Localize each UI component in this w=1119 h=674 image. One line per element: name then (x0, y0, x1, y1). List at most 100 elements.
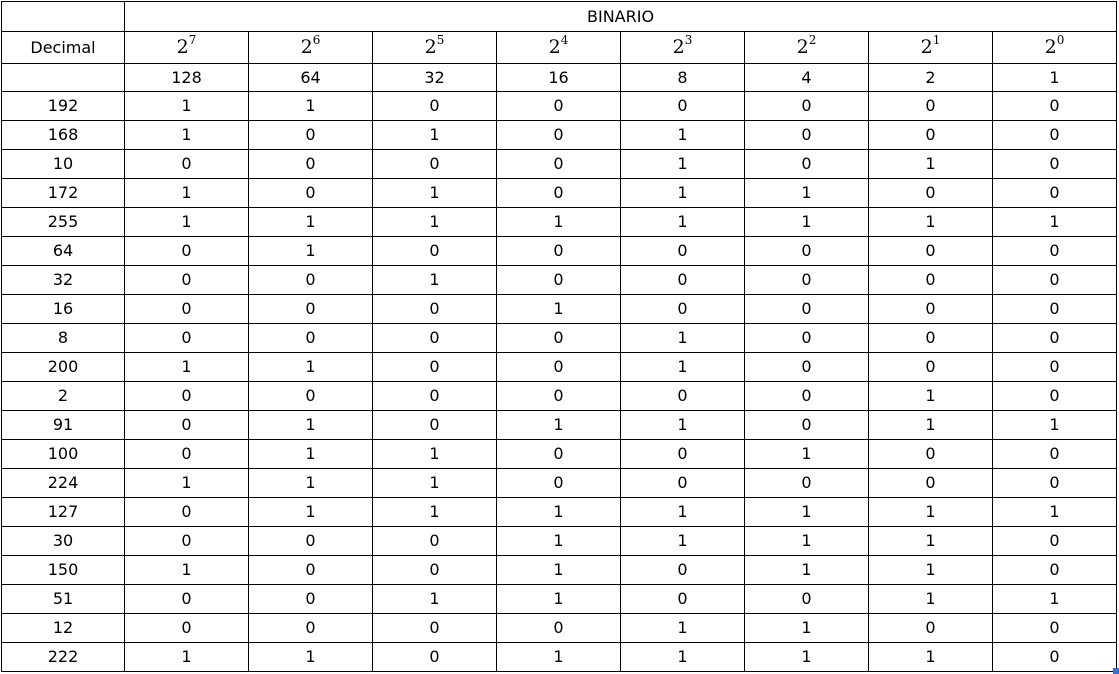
bit-cell[interactable]: 0 (991, 91, 1118, 121)
bit-cell[interactable]: 0 (744, 120, 869, 150)
bit-cell[interactable]: 1 (868, 555, 993, 585)
bit-cell[interactable]: 0 (372, 613, 497, 643)
bit-cell[interactable]: 0 (248, 178, 373, 208)
bit-cell[interactable]: 0 (496, 178, 621, 208)
decimal-value-cell[interactable]: 64 (1, 236, 125, 266)
bit-cell[interactable]: 0 (372, 236, 497, 266)
bit-cell[interactable]: 1 (620, 410, 745, 440)
bit-cell[interactable]: 1 (372, 584, 497, 614)
bit-cell[interactable]: 0 (868, 236, 993, 266)
bit-cell[interactable]: 0 (372, 555, 497, 585)
bit-cell[interactable]: 1 (372, 120, 497, 150)
bit-cell[interactable]: 1 (248, 91, 373, 121)
bit-cell[interactable]: 0 (124, 265, 249, 295)
bit-cell[interactable]: 0 (496, 613, 621, 643)
bit-cell[interactable]: 0 (744, 265, 869, 295)
bit-cell[interactable]: 0 (991, 149, 1118, 179)
decimal-value-cell[interactable]: 8 (1, 323, 125, 353)
bit-cell[interactable]: 0 (124, 149, 249, 179)
bit-cell[interactable]: 1 (496, 410, 621, 440)
bit-cell[interactable]: 0 (744, 294, 869, 324)
bit-cell[interactable]: 0 (744, 352, 869, 382)
bit-cell[interactable]: 1 (496, 207, 621, 237)
bit-cell[interactable]: 1 (372, 497, 497, 527)
decimal-value-cell[interactable]: 30 (1, 526, 125, 556)
bit-cell[interactable]: 0 (372, 352, 497, 382)
bit-cell[interactable]: 1 (868, 526, 993, 556)
bit-cell[interactable]: 1 (248, 410, 373, 440)
bit-cell[interactable]: 0 (248, 294, 373, 324)
bit-cell[interactable]: 0 (620, 381, 745, 411)
bit-cell[interactable]: 0 (496, 120, 621, 150)
bit-cell[interactable]: 0 (372, 91, 497, 121)
decimal-value-cell[interactable]: 12 (1, 613, 125, 643)
power-header-cell[interactable]: 21 (868, 31, 993, 64)
bit-cell[interactable]: 1 (744, 613, 869, 643)
bit-cell[interactable]: 0 (744, 149, 869, 179)
bit-cell[interactable]: 0 (248, 526, 373, 556)
bit-cell[interactable]: 1 (620, 120, 745, 150)
bit-cell[interactable]: 1 (620, 149, 745, 179)
bit-cell[interactable]: 1 (620, 642, 745, 672)
decimal-value-cell[interactable]: 222 (1, 642, 125, 672)
bit-cell[interactable]: 0 (991, 323, 1118, 353)
bit-cell[interactable]: 0 (868, 439, 993, 469)
power-header-cell[interactable]: 20 (991, 31, 1118, 64)
bit-cell[interactable]: 0 (991, 613, 1118, 643)
bit-cell[interactable]: 1 (248, 236, 373, 266)
bit-cell[interactable]: 0 (868, 265, 993, 295)
bit-cell[interactable]: 0 (496, 439, 621, 469)
bit-cell[interactable]: 0 (991, 526, 1118, 556)
bit-cell[interactable]: 1 (248, 468, 373, 498)
bit-cell[interactable]: 0 (124, 526, 249, 556)
bit-cell[interactable]: 1 (124, 91, 249, 121)
bit-cell[interactable]: 0 (868, 178, 993, 208)
decimal-header-cell[interactable]: Decimal (1, 31, 125, 64)
bit-cell[interactable]: 1 (248, 352, 373, 382)
decimal-value-cell[interactable]: 200 (1, 352, 125, 382)
bit-cell[interactable]: 1 (744, 642, 869, 672)
bit-cell[interactable]: 1 (496, 584, 621, 614)
bit-cell[interactable]: 0 (620, 236, 745, 266)
bit-cell[interactable]: 0 (744, 381, 869, 411)
bit-cell[interactable]: 0 (248, 613, 373, 643)
bit-cell[interactable]: 0 (124, 410, 249, 440)
bit-cell[interactable]: 1 (868, 584, 993, 614)
bit-cell[interactable]: 0 (868, 613, 993, 643)
bit-cell[interactable]: 0 (620, 294, 745, 324)
bit-cell[interactable]: 1 (124, 352, 249, 382)
power-header-cell[interactable]: 27 (124, 31, 249, 64)
decimal-value-cell[interactable]: 10 (1, 149, 125, 179)
bit-cell[interactable]: 0 (620, 91, 745, 121)
bit-cell[interactable]: 0 (868, 352, 993, 382)
bit-cell[interactable]: 0 (620, 584, 745, 614)
bit-cell[interactable]: 0 (496, 468, 621, 498)
bit-cell[interactable]: 0 (620, 468, 745, 498)
bit-cell[interactable]: 0 (372, 323, 497, 353)
bit-cell[interactable]: 0 (248, 584, 373, 614)
bit-cell[interactable]: 0 (868, 323, 993, 353)
bit-cell[interactable]: 0 (496, 265, 621, 295)
weight-cell[interactable]: 64 (248, 63, 373, 92)
bit-cell[interactable]: 0 (248, 381, 373, 411)
decimal-value-cell[interactable]: 150 (1, 555, 125, 585)
bit-cell[interactable]: 0 (124, 294, 249, 324)
power-header-cell[interactable]: 23 (620, 31, 745, 64)
bit-cell[interactable]: 0 (248, 323, 373, 353)
bit-cell[interactable]: 0 (124, 497, 249, 527)
bit-cell[interactable]: 0 (124, 323, 249, 353)
bit-cell[interactable]: 0 (744, 468, 869, 498)
decimal-value-cell[interactable]: 51 (1, 584, 125, 614)
bit-cell[interactable]: 1 (744, 526, 869, 556)
bit-cell[interactable]: 0 (991, 468, 1118, 498)
bit-cell[interactable]: 0 (868, 294, 993, 324)
bit-cell[interactable]: 1 (991, 584, 1118, 614)
weight-cell[interactable]: 4 (744, 63, 869, 92)
decimal-value-cell[interactable]: 100 (1, 439, 125, 469)
decimal-value-cell[interactable]: 192 (1, 91, 125, 121)
bit-cell[interactable]: 0 (496, 91, 621, 121)
decimal-value-cell[interactable]: 32 (1, 265, 125, 295)
bit-cell[interactable]: 0 (372, 149, 497, 179)
bit-cell[interactable]: 0 (991, 236, 1118, 266)
bit-cell[interactable]: 1 (124, 207, 249, 237)
